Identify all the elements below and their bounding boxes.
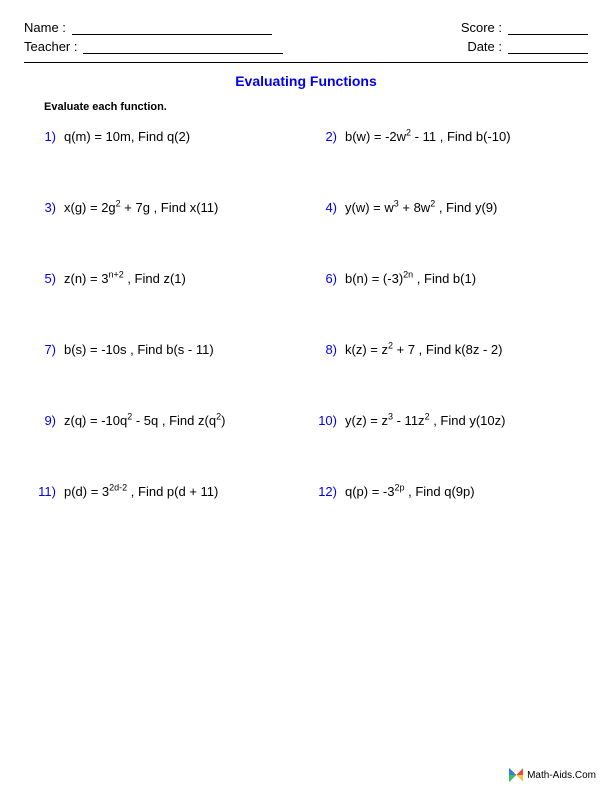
- name-label: Name :: [24, 20, 66, 35]
- problem-number: 2): [311, 129, 337, 144]
- problem-item: 5) z(n) = 3n+2 , Find z(1): [30, 271, 301, 286]
- instruction-text: Evaluate each function.: [44, 101, 588, 113]
- problem-grid: 1) q(m) = 10m, Find q(2) 2) b(w) = -2w2 - 1…: [24, 129, 588, 499]
- problem-item: 4) y(w) = w3 + 8w2 , Find y(9): [311, 200, 582, 215]
- footer-site: Math-Aids.Com: [527, 770, 596, 781]
- date-label: Date :: [467, 39, 502, 54]
- problem-item: 3) x(g) = 2g2 + 7g , Find x(11): [30, 200, 301, 215]
- date-field-line: [508, 40, 588, 54]
- problem-item: 1) q(m) = 10m, Find q(2): [30, 129, 301, 144]
- problem-expression: y(w) = w3 + 8w2 , Find y(9): [345, 200, 497, 215]
- problem-item: 12) q(p) = -32p , Find q(9p): [311, 484, 582, 499]
- problem-item: 7) b(s) = -10s , Find b(s - 11): [30, 342, 301, 357]
- problem-expression: b(s) = -10s , Find b(s - 11): [64, 342, 214, 357]
- problem-expression: x(g) = 2g2 + 7g , Find x(11): [64, 200, 218, 215]
- problem-number: 9): [30, 413, 56, 428]
- teacher-field-line: [83, 40, 283, 54]
- problem-number: 5): [30, 271, 56, 286]
- problem-expression: z(n) = 3n+2 , Find z(1): [64, 271, 186, 286]
- page-title: Evaluating Functions: [24, 73, 588, 89]
- problem-item: 6) b(n) = (-3)2n , Find b(1): [311, 271, 582, 286]
- problem-expression: b(w) = -2w2 - 11 , Find b(-10): [345, 129, 511, 144]
- problem-number: 11): [30, 484, 56, 499]
- problem-item: 9) z(q) = -10q2 - 5q , Find z(q2): [30, 413, 301, 428]
- problem-expression: z(q) = -10q2 - 5q , Find z(q2): [64, 413, 225, 428]
- problem-number: 3): [30, 200, 56, 215]
- problem-expression: p(d) = 32d-2 , Find p(d + 11): [64, 484, 218, 499]
- problem-item: 11) p(d) = 32d-2 , Find p(d + 11): [30, 484, 301, 499]
- problem-number: 7): [30, 342, 56, 357]
- footer: Math-Aids.Com: [509, 768, 596, 782]
- problem-number: 8): [311, 342, 337, 357]
- problem-expression: b(n) = (-3)2n , Find b(1): [345, 271, 476, 286]
- problem-item: 8) k(z) = z2 + 7 , Find k(8z - 2): [311, 342, 582, 357]
- problem-number: 4): [311, 200, 337, 215]
- problem-expression: k(z) = z2 + 7 , Find k(8z - 2): [345, 342, 502, 357]
- logo-icon: [509, 768, 523, 782]
- problem-expression: y(z) = z3 - 11z2 , Find y(10z): [345, 413, 505, 428]
- problem-number: 1): [30, 129, 56, 144]
- score-label: Score :: [461, 20, 502, 35]
- problem-item: 2) b(w) = -2w2 - 11 , Find b(-10): [311, 129, 582, 144]
- problem-expression: q(m) = 10m, Find q(2): [64, 129, 190, 144]
- score-field-line: [508, 21, 588, 35]
- problem-number: 10): [311, 413, 337, 428]
- header-divider: [24, 62, 588, 63]
- problem-number: 12): [311, 484, 337, 499]
- problem-expression: q(p) = -32p , Find q(9p): [345, 484, 475, 499]
- problem-number: 6): [311, 271, 337, 286]
- name-field-line: [72, 21, 272, 35]
- problem-item: 10) y(z) = z3 - 11z2 , Find y(10z): [311, 413, 582, 428]
- teacher-label: Teacher :: [24, 39, 77, 54]
